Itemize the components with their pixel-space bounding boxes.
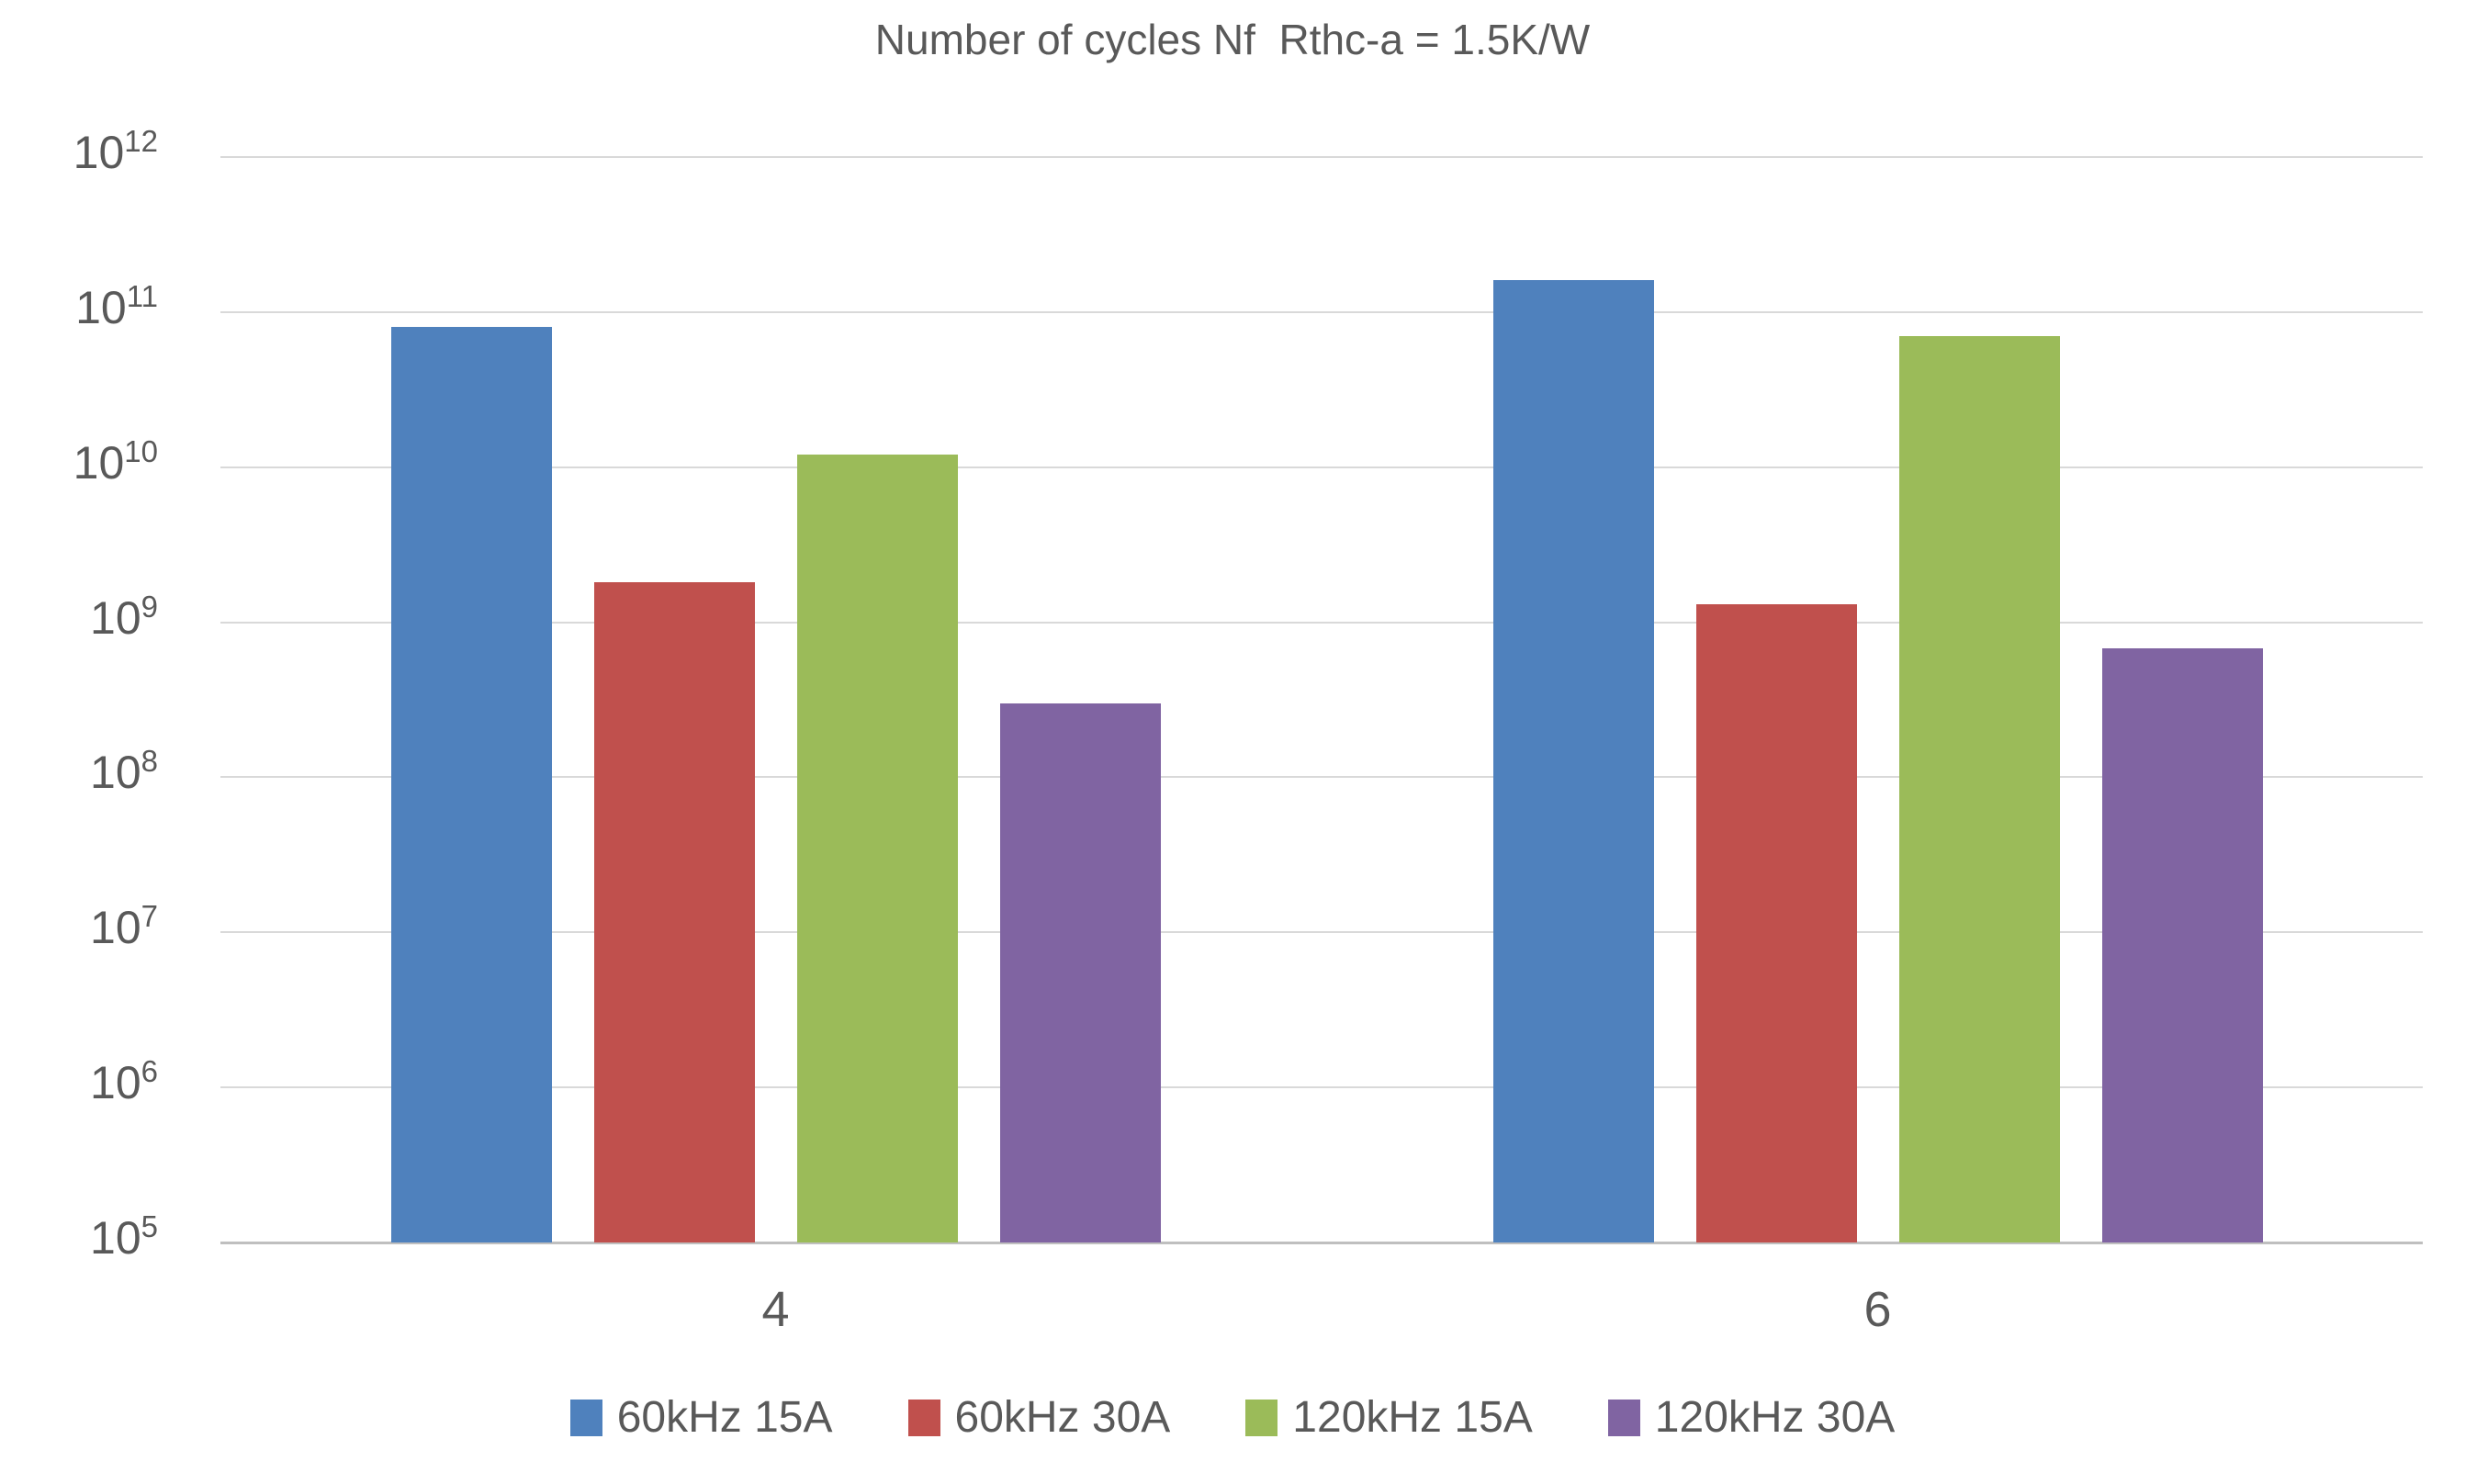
bar-60khz-30a-cat-6: [1695, 604, 1857, 1242]
legend-swatch-icon: [569, 1399, 602, 1436]
legend-swatch-icon: [1245, 1399, 1278, 1436]
x-tick-label-4: 4: [761, 1282, 790, 1337]
legend-item-60khz-30a: 60kHz 30A: [907, 1392, 1171, 1443]
legend-swatch-icon: [907, 1399, 940, 1436]
legend-item-120khz-30a: 120kHz 30A: [1607, 1392, 1896, 1443]
legend-item-120khz-15a: 120kHz 15A: [1245, 1392, 1533, 1443]
legend: 60kHz 15A 60kHz 30A 120kHz 15A 120kHz 30A: [0, 1392, 2465, 1443]
y-tick-label-1e12: 1012: [73, 124, 158, 178]
x-tick-label-6: 6: [1863, 1282, 1892, 1337]
legend-label: 120kHz 15A: [1292, 1393, 1533, 1442]
bar-120khz-15a-cat-6: [1898, 336, 2060, 1242]
gridline-1e8: [220, 776, 2423, 779]
gridline-1e12: [220, 156, 2423, 158]
bar-60khz-15a-cat-4: [390, 327, 552, 1242]
gridline-1e9: [220, 621, 2423, 624]
gridline-1e10: [220, 466, 2423, 468]
gridline-1e6: [220, 1086, 2423, 1089]
legend-label: 60kHz 15A: [616, 1393, 833, 1442]
bar-60khz-15a-cat-6: [1492, 280, 1654, 1242]
legend-label: 60kHz 30A: [954, 1393, 1171, 1442]
y-tick-label-1e9: 109: [90, 589, 158, 644]
legend-label: 120kHz 30A: [1654, 1393, 1896, 1442]
legend-swatch-icon: [1607, 1399, 1640, 1436]
bar-120khz-30a-cat-4: [999, 703, 1161, 1242]
gridline-1e11: [220, 310, 2423, 313]
y-tick-label-1e10: 1010: [73, 433, 158, 489]
y-tick-label-1e5: 105: [90, 1209, 158, 1264]
bar-120khz-30a-cat-6: [2101, 647, 2263, 1242]
bar-60khz-30a-cat-4: [593, 582, 755, 1242]
legend-item-60khz-15a: 60kHz 15A: [569, 1392, 833, 1443]
bar-120khz-15a-cat-4: [796, 455, 958, 1242]
y-tick-label-1e7: 107: [90, 899, 158, 954]
x-axis-line: [220, 1242, 2423, 1244]
y-tick-label-1e11: 1011: [75, 278, 158, 333]
gridline-1e7: [220, 931, 2423, 934]
chart-title: Number of cycles Nf Rthc-a = 1.5K/W: [874, 16, 1591, 63]
y-tick-label-1e6: 106: [90, 1054, 158, 1109]
y-tick-label-1e8: 108: [90, 744, 158, 799]
